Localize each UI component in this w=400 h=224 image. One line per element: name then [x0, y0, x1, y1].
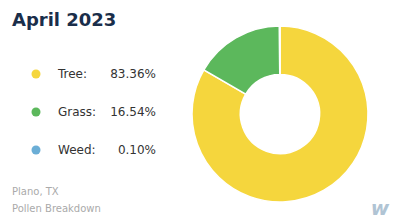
legend-label: Weed: — [58, 143, 96, 157]
chart: April 2023 Tree: 83.36% Grass: 16.54% Weed: 0.… — [0, 0, 400, 224]
legend-value: 16.54% — [110, 105, 156, 119]
donut-slice — [192, 26, 368, 202]
donut — [192, 26, 368, 202]
legend-swatch — [32, 70, 41, 79]
legend-value: 83.36% — [110, 67, 156, 81]
footer: Plano, TX — [12, 186, 59, 197]
legend-swatch — [32, 108, 41, 117]
legend-label: Grass: — [58, 105, 96, 119]
legend-swatch — [32, 146, 41, 155]
donut-slice — [279, 26, 281, 74]
legend-value: 0.10% — [118, 143, 156, 157]
watermark: w — [371, 196, 390, 220]
title: April 2023 — [12, 9, 116, 30]
donut-slice — [204, 26, 280, 94]
legend-label: Tree: — [57, 67, 87, 81]
footer: Pollen Breakdown — [12, 203, 101, 214]
